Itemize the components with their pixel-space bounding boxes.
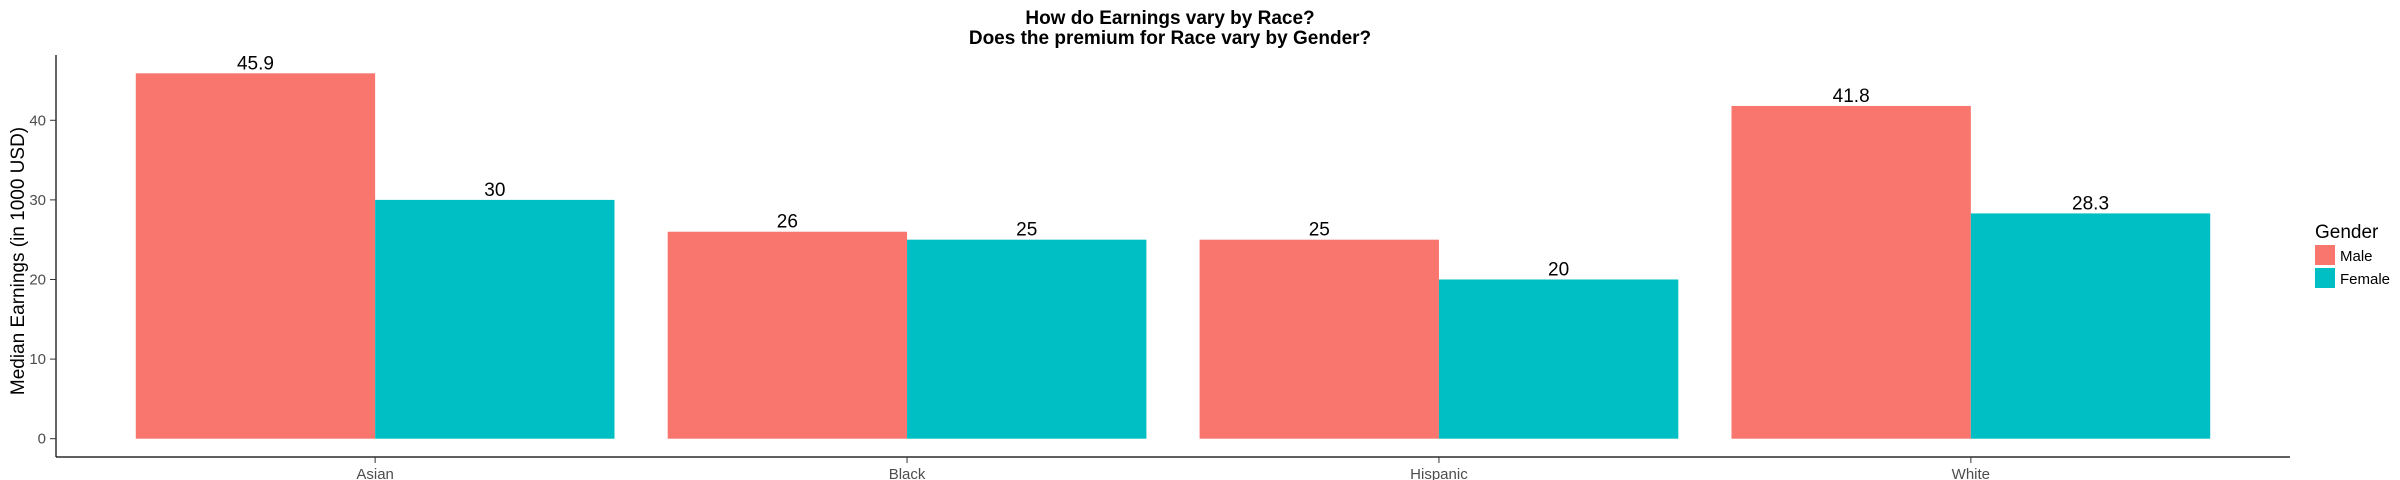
bar-hispanic-male bbox=[1199, 239, 1439, 439]
chart-title: How do Earnings vary by Race? bbox=[1025, 8, 1314, 29]
legend: Gender Male Female bbox=[2315, 222, 2390, 288]
data-label-white-female: 28.3 bbox=[2072, 193, 2109, 214]
bar-white-male bbox=[1731, 105, 1971, 439]
chart-subtitle: Does the premium for Race vary by Gender… bbox=[969, 28, 1371, 49]
legend-label-female: Female bbox=[2340, 271, 2390, 288]
x-tick-label-hispanic: Hispanic bbox=[1410, 466, 1468, 480]
y-tick-label: 40 bbox=[29, 112, 46, 129]
chart-title-block: How do Earnings vary by Race? Does the p… bbox=[969, 8, 1371, 49]
bar-asian-male bbox=[135, 73, 376, 439]
bar-black-male bbox=[667, 231, 908, 439]
y-tick-label: 10 bbox=[29, 351, 46, 368]
data-label-asian-female: 30 bbox=[484, 180, 505, 201]
bars-layer bbox=[135, 73, 2211, 439]
bar-asian-female bbox=[375, 199, 615, 439]
data-label-black-male: 26 bbox=[777, 212, 798, 233]
y-tick-label: 20 bbox=[29, 271, 46, 288]
y-axis-title: Median Earnings (in 1000 USD) bbox=[8, 127, 29, 395]
y-tick-label: 0 bbox=[38, 431, 46, 448]
x-axis: Asian Black Hispanic White bbox=[56, 456, 2290, 480]
data-label-hispanic-female: 20 bbox=[1548, 259, 1569, 280]
bar-white-female bbox=[1970, 213, 2211, 439]
data-label-asian-male: 45.9 bbox=[237, 53, 274, 74]
bar-hispanic-female bbox=[1438, 279, 1679, 439]
x-tick-label-white: White bbox=[1952, 466, 1990, 480]
legend-title: Gender bbox=[2315, 222, 2379, 243]
data-label-black-female: 25 bbox=[1016, 220, 1037, 241]
y-tick-label: 30 bbox=[29, 192, 46, 209]
data-label-hispanic-male: 25 bbox=[1309, 220, 1330, 241]
legend-label-male: Male bbox=[2340, 248, 2373, 265]
legend-key-female bbox=[2315, 268, 2335, 288]
y-axis: 0 10 20 30 40 bbox=[29, 55, 57, 457]
bar-black-female bbox=[907, 239, 1147, 439]
data-labels-layer: 45.9 30 26 25 25 20 41.8 28.3 bbox=[237, 53, 2109, 280]
x-tick-label-asian: Asian bbox=[356, 466, 394, 480]
legend-key-male bbox=[2315, 245, 2335, 265]
x-tick-label-black: Black bbox=[889, 466, 926, 480]
data-label-white-male: 41.8 bbox=[1833, 86, 1870, 107]
